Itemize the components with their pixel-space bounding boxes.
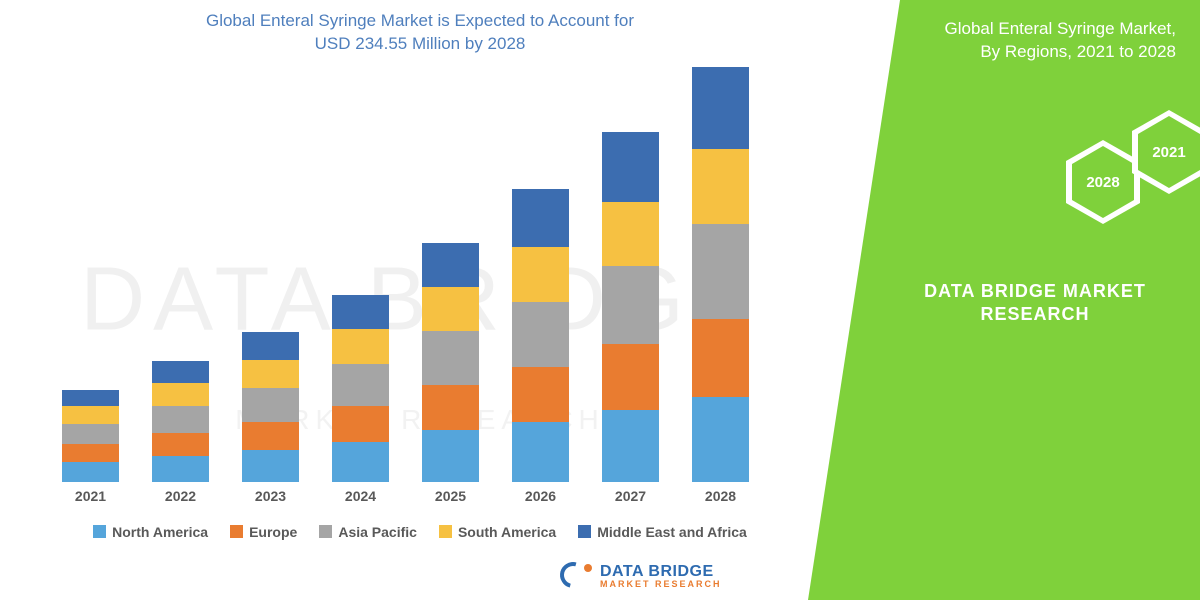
bar-2024 [332,295,389,482]
x-label-2027: 2027 [602,488,659,504]
bar-2028 [692,67,749,482]
segment-north-america [602,410,659,482]
right-panel: Global Enteral Syringe Market, By Region… [800,0,1200,600]
chart-title-line1: Global Enteral Syringe Market is Expecte… [206,11,634,30]
x-label-2024: 2024 [332,488,389,504]
segment-middle-east-and-africa [602,132,659,202]
segment-north-america [512,422,569,482]
segment-asia-pacific [692,224,749,319]
segment-middle-east-and-africa [422,243,479,287]
segment-south-america [152,383,209,406]
chart-area: Global Enteral Syringe Market is Expecte… [40,10,800,570]
logo-text-block: DATA BRIDGE MARKET RESEARCH [600,563,722,589]
chart-title: Global Enteral Syringe Market is Expecte… [40,10,800,56]
segment-asia-pacific [242,388,299,422]
legend-swatch [230,525,243,538]
right-panel-title: Global Enteral Syringe Market, By Region… [910,18,1176,64]
x-label-2025: 2025 [422,488,479,504]
segment-europe [62,444,119,462]
segment-south-america [422,287,479,331]
segment-south-america [512,247,569,302]
x-label-2023: 2023 [242,488,299,504]
legend-swatch [319,525,332,538]
hexagon-2021-inner: 2021 [1138,116,1200,188]
bar-2025 [422,243,479,482]
legend-item-europe: Europe [230,524,297,540]
segment-middle-east-and-africa [692,67,749,149]
segment-south-america [62,406,119,424]
bar-2027 [602,132,659,482]
legend-item-asia-pacific: Asia Pacific [319,524,417,540]
hexagon-2028-inner: 2028 [1072,146,1134,218]
x-label-2026: 2026 [512,488,569,504]
legend-item-north-america: North America [93,524,208,540]
segment-europe [692,319,749,397]
segment-middle-east-and-africa [152,361,209,383]
segment-europe [242,422,299,450]
chart-legend: North America Europe Asia Pacific South Ame… [60,524,780,540]
bar-2022 [152,361,209,482]
segment-asia-pacific [512,302,569,367]
hexagon-2021: 2021 [1132,110,1200,194]
segment-north-america [692,397,749,482]
segment-north-america [62,462,119,482]
x-label-2021: 2021 [62,488,119,504]
segment-north-america [242,450,299,482]
segment-asia-pacific [332,364,389,406]
brand-line1: DATA BRIDGE MARKET [924,281,1146,301]
hexagon-2028: 2028 [1066,140,1140,224]
segment-middle-east-and-africa [332,295,389,329]
segment-middle-east-and-africa [512,189,569,247]
legend-label: Europe [249,524,297,540]
brand-line2: RESEARCH [980,304,1089,324]
legend-label: Middle East and Africa [597,524,747,540]
segment-asia-pacific [422,331,479,385]
segment-middle-east-and-africa [62,390,119,406]
segment-south-america [602,202,659,266]
x-label-2028: 2028 [692,488,749,504]
segment-north-america [152,456,209,482]
hexagon-2021-label: 2021 [1152,144,1185,161]
legend-item-south-america: South America [439,524,556,540]
segment-south-america [692,149,749,224]
logo-sub-text: MARKET RESEARCH [600,579,722,589]
segment-asia-pacific [62,424,119,444]
bars-plot [60,62,780,482]
segment-middle-east-and-africa [242,332,299,360]
legend-label: North America [112,524,208,540]
brand-text: DATA BRIDGE MARKET RESEARCH [905,280,1165,327]
legend-swatch [578,525,591,538]
segment-europe [422,385,479,430]
legend-label: Asia Pacific [338,524,417,540]
legend-label: South America [458,524,556,540]
footer-logo: DATA BRIDGE MARKET RESEARCH [560,562,722,590]
legend-item-middle-east-and-africa: Middle East and Africa [578,524,747,540]
hexagon-2028-label: 2028 [1086,174,1119,191]
x-label-2022: 2022 [152,488,209,504]
chart-title-line2: USD 234.55 Million by 2028 [315,34,526,53]
segment-europe [332,406,389,442]
segment-europe [602,344,659,410]
segment-north-america [422,430,479,482]
x-axis-labels: 2021 2022 2023 2024 2025 2026 2027 2028 [60,482,780,506]
segment-south-america [332,329,389,364]
segment-europe [152,433,209,456]
right-title-line2: By Regions, 2021 to 2028 [980,42,1176,61]
segment-asia-pacific [602,266,659,344]
segment-asia-pacific [152,406,209,433]
legend-swatch [93,525,106,538]
segment-north-america [332,442,389,482]
bar-2021 [62,390,119,482]
legend-swatch [439,525,452,538]
bar-2023 [242,332,299,482]
segment-south-america [242,360,299,388]
bar-2026 [512,189,569,482]
right-title-line1: Global Enteral Syringe Market, [945,19,1177,38]
segment-europe [512,367,569,422]
logo-icon [560,562,592,590]
